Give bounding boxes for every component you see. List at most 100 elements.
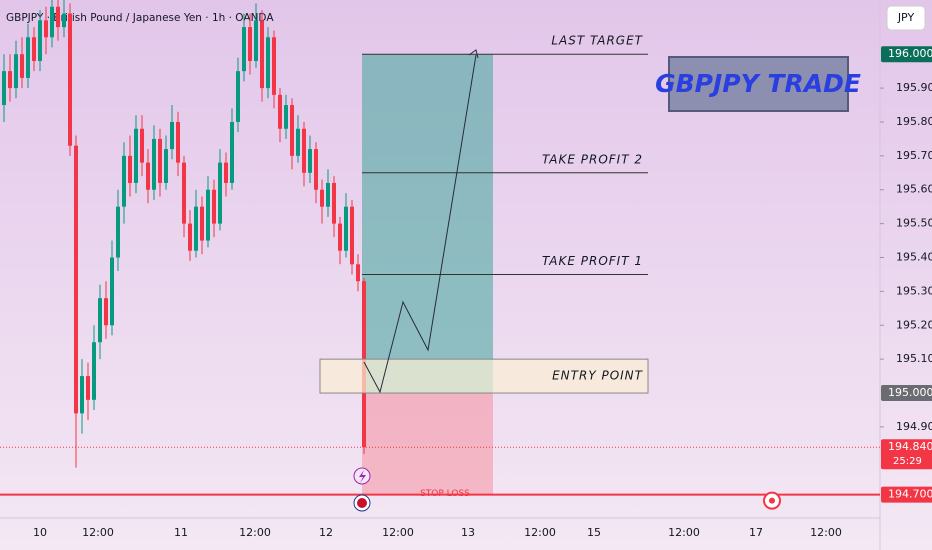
candle-body <box>62 13 66 28</box>
badge-text: GBPJPY TRADE <box>655 69 861 98</box>
candle-body <box>104 298 108 326</box>
candle-body <box>140 128 144 163</box>
x-tick-label: 12:00 <box>810 526 842 539</box>
candle-body <box>50 6 54 38</box>
candle-body <box>236 71 240 122</box>
level-label: TAKE PROFIT 2 <box>542 152 643 166</box>
price-tag-label: 194.840 <box>888 440 932 453</box>
x-tick-label: 12:00 <box>239 526 271 539</box>
candle-body <box>92 342 96 400</box>
candle-body <box>176 121 180 163</box>
x-tick-label: 12:00 <box>668 526 700 539</box>
candle-body <box>266 37 270 89</box>
candle-body <box>32 37 36 61</box>
candle-body <box>260 20 264 89</box>
y-tick-label: 194.900 <box>896 420 932 433</box>
candle-body <box>356 264 360 282</box>
price-tag <box>881 385 932 402</box>
y-tick-label: 195.500 <box>896 217 932 230</box>
x-tick-label: 12:00 <box>524 526 556 539</box>
candle-body <box>302 128 306 173</box>
candle-body <box>68 13 72 146</box>
candle-body <box>170 121 174 150</box>
candle-body <box>308 149 312 173</box>
candle-body <box>224 162 228 183</box>
candle-body <box>116 206 120 258</box>
candle-body <box>278 94 282 129</box>
level-label: LAST TARGET <box>551 34 643 48</box>
stop-label: STOP LOSS <box>420 489 470 499</box>
currency: JPY <box>897 11 915 24</box>
marker-dot <box>769 497 775 504</box>
candle-body <box>200 206 204 241</box>
level-label: TAKE PROFIT 1 <box>542 254 643 268</box>
currency-button[interactable] <box>886 5 926 31</box>
candle-body <box>20 54 24 78</box>
candle-body <box>164 149 168 183</box>
candle-body <box>332 182 336 224</box>
x-tick-label: 13 <box>461 526 475 539</box>
price-tag <box>881 486 932 503</box>
candle-body <box>14 54 18 89</box>
candle-body <box>314 149 318 190</box>
y-tick-label: 195.200 <box>896 318 932 331</box>
chart-title: GBPJPY · British Pound / Japanese Yen · … <box>6 12 274 24</box>
x-tick-label: 15 <box>587 526 601 539</box>
candle-body <box>206 189 210 241</box>
price-tag-label: 196.000 <box>888 47 932 60</box>
loss-zone <box>362 393 493 495</box>
candle-body <box>26 37 30 78</box>
y-tick-label: 195.600 <box>896 183 932 196</box>
y-tick-label: 195.800 <box>896 115 932 128</box>
price-tag-label: 195.000 <box>888 386 932 399</box>
candle-body <box>134 128 138 183</box>
candle-body <box>320 189 324 207</box>
candle-body <box>74 145 78 414</box>
candle-body <box>128 155 132 183</box>
candle-body <box>98 298 102 343</box>
candle-body <box>2 71 6 106</box>
candle-body <box>158 138 162 183</box>
x-tick-label: 12:00 <box>382 526 414 539</box>
candle-body <box>230 121 234 183</box>
x-tick-label: 11 <box>174 526 188 539</box>
profit-zone <box>362 54 493 394</box>
y-tick-label: 195.900 <box>896 81 932 94</box>
price-tag <box>881 46 932 63</box>
y-tick-label: 195.400 <box>896 251 932 264</box>
candle-body <box>194 206 198 251</box>
candle-body <box>296 128 300 156</box>
candle-body <box>290 105 294 156</box>
y-tick-label: 195.700 <box>896 149 932 162</box>
candle-body <box>122 155 126 207</box>
candle-body <box>188 223 192 251</box>
x-tick-label: 17 <box>749 526 763 539</box>
candle-body <box>56 6 60 28</box>
entry-box <box>319 358 649 394</box>
price-tag <box>881 439 932 470</box>
candle-body <box>242 27 246 72</box>
arrow-head <box>468 49 479 59</box>
badge-box <box>668 56 849 112</box>
x-tick-label: 12 <box>319 526 333 539</box>
candle-body <box>8 71 12 89</box>
candle-body <box>338 223 342 251</box>
candle-body <box>44 20 48 38</box>
candle-body <box>326 182 330 207</box>
candle-body <box>80 376 84 414</box>
candle-body <box>38 20 42 61</box>
candle-body <box>212 189 216 224</box>
price-tag-label: 194.700 <box>888 488 932 501</box>
candle-body <box>110 257 114 326</box>
candle-body <box>248 27 252 61</box>
event-bolt <box>359 470 366 483</box>
x-tick-label: 12:00 <box>82 526 114 539</box>
candle-body <box>350 206 354 265</box>
candle-body <box>272 37 276 95</box>
candle-body <box>86 376 90 400</box>
countdown: 25:29 <box>893 456 922 467</box>
candle-body <box>218 162 222 224</box>
y-tick-label: 195.100 <box>896 352 932 365</box>
flag-inner <box>357 498 367 508</box>
